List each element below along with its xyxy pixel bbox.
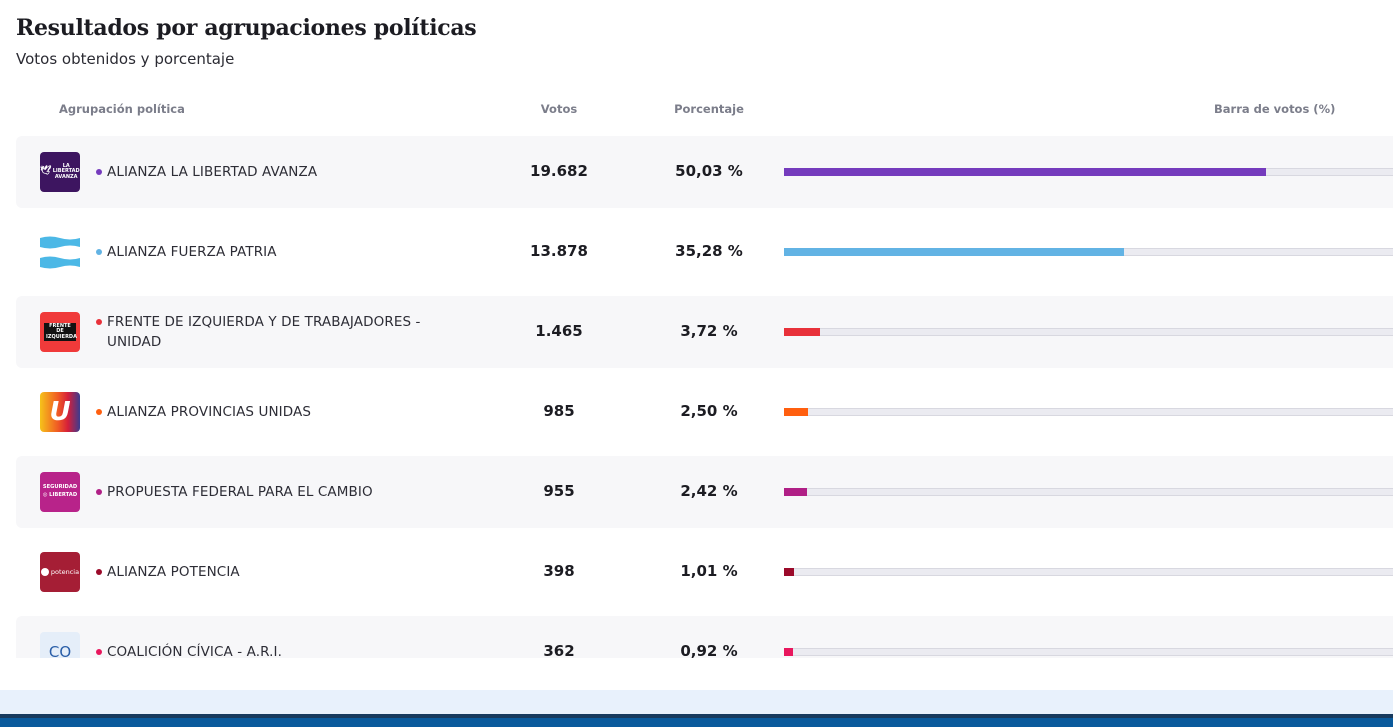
coalicion-civica-logo: CO xyxy=(40,632,80,658)
vote-bar-fill xyxy=(784,648,793,656)
flag-waves-icon xyxy=(40,236,80,269)
results-table-body[interactable]: 🕊 LA LIBERTAD AVANZA ALIANZA LA LIBERTAD… xyxy=(0,136,1393,658)
logo-text: CO xyxy=(48,643,72,658)
footer-bar xyxy=(0,714,1393,727)
vote-bar-track xyxy=(784,408,1393,416)
votes-value: 13.878 xyxy=(530,242,588,260)
percentage-value: 2,42 % xyxy=(680,482,738,500)
logo-text: potencia xyxy=(50,568,80,576)
vote-bar-track xyxy=(784,248,1393,256)
table-row: CO COALICIÓN CÍVICA - A.R.I. 362 0,92 % xyxy=(16,616,1393,658)
votes-value: 362 xyxy=(543,642,575,658)
party-color-dot xyxy=(96,569,102,575)
page-title: Resultados por agrupaciones políticas xyxy=(16,15,477,41)
party-color-dot xyxy=(96,409,102,415)
logo-text: SEGURIDAD ◎ LIBERTAD xyxy=(42,484,78,498)
votes-value: 985 xyxy=(543,402,575,420)
percentage-value: 50,03 % xyxy=(675,162,743,180)
party-name: PROPUESTA FEDERAL PARA EL CAMBIO xyxy=(107,484,373,500)
votes-value: 1.465 xyxy=(535,322,583,340)
table-row: SEGURIDAD ◎ LIBERTAD PROPUESTA FEDERAL P… xyxy=(16,456,1393,528)
vote-bar-track xyxy=(784,488,1393,496)
dove-icon: 🕊 xyxy=(40,166,52,177)
vote-bar-fill xyxy=(784,408,809,416)
table-row: potencia ALIANZA POTENCIA 398 1,01 % xyxy=(16,536,1393,608)
column-header-percentage: Porcentaje xyxy=(674,102,744,116)
results-card: Resultados por agrupaciones políticas Vo… xyxy=(0,15,1393,658)
percentage-value: 2,50 % xyxy=(680,402,738,420)
vote-bar-track xyxy=(784,328,1393,336)
table-header: Agrupación política Votos Porcentaje Bar… xyxy=(0,102,1393,122)
pin-icon xyxy=(40,568,49,576)
votes-value: 19.682 xyxy=(530,162,588,180)
party-name: COALICIÓN CÍVICA - A.R.I. xyxy=(107,644,282,658)
column-header-vote-bar: Barra de votos (%) xyxy=(1214,102,1336,116)
party-name: ALIANZA FUERZA PATRIA xyxy=(107,244,277,260)
vote-bar-fill xyxy=(784,488,808,496)
page-subtitle: Votos obtenidos y porcentaje xyxy=(16,50,235,68)
vote-bar-fill xyxy=(784,568,794,576)
table-row: 🕊 LA LIBERTAD AVANZA ALIANZA LA LIBERTAD… xyxy=(16,136,1393,208)
la-libertad-avanza-logo: 🕊 LA LIBERTAD AVANZA xyxy=(40,152,80,192)
party-color-dot xyxy=(96,489,102,495)
column-header-votes: Votos xyxy=(540,102,578,116)
potencia-logo: potencia xyxy=(40,552,80,592)
vote-bar-track xyxy=(784,568,1393,576)
party-color-dot xyxy=(96,319,102,325)
logo-text: FRENTE DE IZQUIERDA xyxy=(44,323,77,341)
percentage-value: 3,72 % xyxy=(680,322,738,340)
logo-text: LA LIBERTAD AVANZA xyxy=(52,163,80,180)
party-color-dot xyxy=(96,249,102,255)
party-color-dot xyxy=(96,649,102,655)
vote-bar-track xyxy=(784,648,1393,656)
party-color-dot xyxy=(96,169,102,175)
party-name: ALIANZA PROVINCIAS UNIDAS xyxy=(107,404,311,420)
seguridad-libertad-logo: SEGURIDAD ◎ LIBERTAD xyxy=(40,472,80,512)
vote-bar-fill xyxy=(784,168,1266,176)
page-background xyxy=(0,690,1393,714)
party-name: FRENTE DE IZQUIERDA Y DE TRABAJADORES - … xyxy=(107,314,421,350)
party-name: ALIANZA LA LIBERTAD AVANZA xyxy=(107,164,318,180)
argentine-flag-stripes-logo xyxy=(40,232,80,272)
provincias-unidas-logo: U xyxy=(40,392,80,432)
vote-bar-fill xyxy=(784,328,820,336)
vote-bar-track xyxy=(784,168,1393,176)
column-header-party: Agrupación política xyxy=(59,102,185,116)
votes-value: 955 xyxy=(543,482,575,500)
percentage-value: 35,28 % xyxy=(675,242,743,260)
percentage-value: 1,01 % xyxy=(680,562,738,580)
votes-value: 398 xyxy=(543,562,575,580)
frente-de-izquierda-logo: FRENTE DE IZQUIERDA xyxy=(40,312,80,352)
logo-text: U xyxy=(49,397,71,427)
party-name: ALIANZA POTENCIA xyxy=(107,564,240,580)
table-row: U ALIANZA PROVINCIAS UNIDAS 985 2,50 % xyxy=(16,376,1393,448)
vote-bar-fill xyxy=(784,248,1124,256)
table-row: ALIANZA FUERZA PATRIA 13.878 35,28 % xyxy=(16,216,1393,288)
table-row: FRENTE DE IZQUIERDA FRENTE DE IZQUIERDA … xyxy=(16,296,1393,368)
percentage-value: 0,92 % xyxy=(680,642,738,658)
